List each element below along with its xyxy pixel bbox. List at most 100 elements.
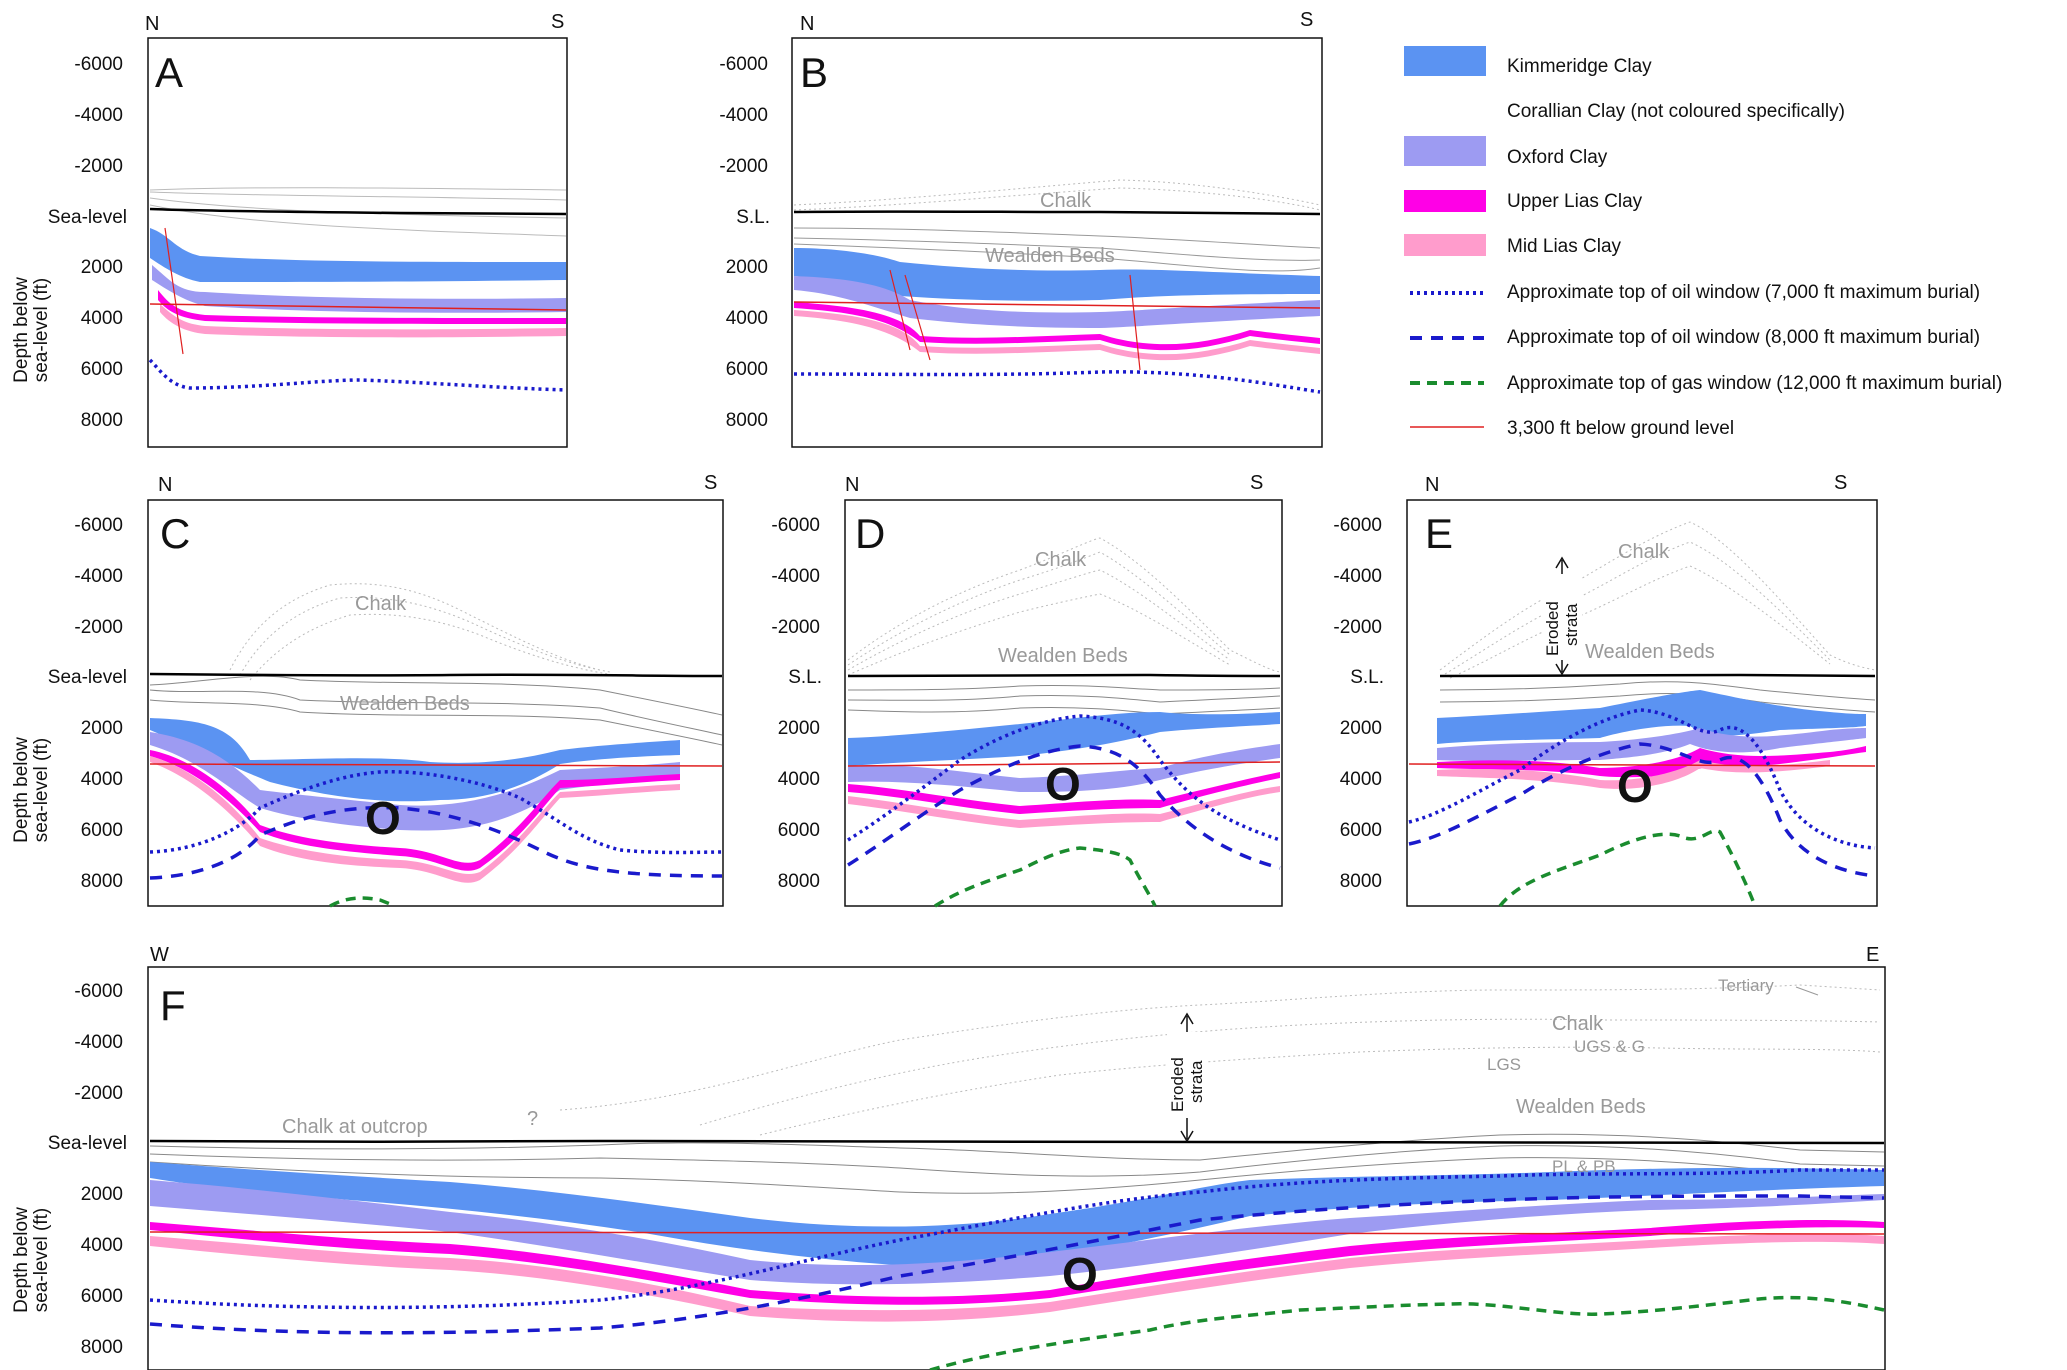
panel-c-overlying-lines xyxy=(149,675,723,746)
panel-c-tick: -6000 xyxy=(74,515,123,536)
panel-c-oil-marker: O xyxy=(365,792,401,844)
panel-a-tick: 6000 xyxy=(81,359,123,380)
panel-c-kimmeridge-clay xyxy=(150,718,680,802)
panel-b-formation-chalk: Chalk xyxy=(1040,190,1092,212)
panel-d-gas-window-12000 xyxy=(934,846,1157,908)
panel-e-label: E xyxy=(1425,510,1453,557)
legend-label-corallian: Corallian Clay (not coloured specificall… xyxy=(1507,101,1845,122)
panel-e-tick: -2000 xyxy=(1333,617,1382,638)
panel-d-tick: 6000 xyxy=(778,820,820,841)
panel-d-left-direction: N xyxy=(845,474,859,496)
panel-b-upper-lias-clay xyxy=(794,302,1320,351)
panel-c-tick: 4000 xyxy=(81,769,123,790)
panel-f-gas-window-12000 xyxy=(929,1295,1885,1370)
panel-f-formation-ugs-g: UGS & G xyxy=(1574,1037,1645,1056)
panel-c-tick: 2000 xyxy=(81,718,123,739)
panel-b: N S B -6000 -4000 -2000 S.L. 2000 4000 6… xyxy=(719,9,1323,448)
panel-e-eroded-label: strata xyxy=(1562,603,1581,646)
panel-f-sea-level-line xyxy=(149,1139,1885,1145)
panel-f-formation-pl-pb: PL & PB xyxy=(1552,1157,1616,1176)
panel-e-eroded-arrow-head-down xyxy=(1555,663,1569,676)
panel-f-formation-wealden: Wealden Beds xyxy=(1516,1096,1646,1118)
panel-c-tick: -2000 xyxy=(74,617,123,638)
panel-d-strata: Chalk Wealden Beds O xyxy=(847,537,1281,908)
panel-b-tick: 8000 xyxy=(726,410,768,431)
panel-e-3300ft-line xyxy=(1408,763,1876,767)
panel-c-sea-level-line xyxy=(149,672,723,678)
panel-a-upper-lias-clay xyxy=(158,290,566,324)
panel-a-label: A xyxy=(155,49,183,96)
panel-b-chalk-lines xyxy=(793,179,1321,211)
panel-c-left-direction: N xyxy=(158,474,172,496)
panel-e-upper-lias-clay xyxy=(1437,746,1866,778)
panel-e-left-direction: N xyxy=(1425,474,1439,496)
panel-a-tick: -4000 xyxy=(74,105,123,126)
panel-b-formation-wealden: Wealden Beds xyxy=(985,245,1115,267)
panel-e-tick: -4000 xyxy=(1333,566,1382,587)
panel-c-tick: 6000 xyxy=(81,820,123,841)
panel-e-strata: Chalk Wealden Beds Eroded strata O xyxy=(1408,521,1876,908)
panel-c-y-axis-label: sea-level (ft) xyxy=(31,738,52,843)
panel-a-tick: 8000 xyxy=(81,410,123,431)
panel-b-3300ft-line xyxy=(793,301,1321,309)
panel-f-sea-level-label: Sea-level xyxy=(48,1133,127,1154)
panel-a-strata xyxy=(148,187,567,392)
panel-b-tick: 6000 xyxy=(726,359,768,380)
panel-d-3300ft-line xyxy=(847,761,1281,767)
panel-b-sea-level-line xyxy=(793,210,1321,216)
panel-a-y-axis-label: sea-level (ft) xyxy=(31,278,52,383)
panel-e-gas-window-12000 xyxy=(1498,829,1757,908)
panel-a-oxford-clay xyxy=(152,265,566,313)
panel-f-frame xyxy=(147,966,1886,1370)
panel-a-tick: -6000 xyxy=(74,54,123,75)
panel-e-tick: 8000 xyxy=(1340,871,1382,892)
panel-d-oil-window-7000 xyxy=(847,714,1281,842)
panel-b-right-direction: S xyxy=(1300,9,1313,31)
legend-label-mid-lias: Mid Lias Clay xyxy=(1507,236,1622,257)
panel-e-oxford-clay xyxy=(1437,728,1866,761)
panel-f-formation-chalk-at-outcrop: Chalk at outcrop xyxy=(282,1116,428,1138)
panel-d-label: D xyxy=(855,510,885,557)
panel-d-oxford-clay xyxy=(848,744,1280,792)
panel-d-tick: -4000 xyxy=(771,566,820,587)
panel-f-mid-lias-clay xyxy=(150,1233,1884,1322)
legend-swatch-upper-lias xyxy=(1404,190,1486,212)
legend-label-oxford: Oxford Clay xyxy=(1507,147,1608,168)
panel-f-y-axis-label: Depth below xyxy=(11,1207,32,1313)
panel-e-eroded-arrow-head-up xyxy=(1555,556,1569,569)
panel-b-oxford-clay xyxy=(794,276,1320,328)
panel-c-mid-lias-clay xyxy=(150,756,680,883)
panel-d-oil-marker: O xyxy=(1045,758,1081,810)
panel-f-label: F xyxy=(160,982,186,1029)
panel-c-formation-chalk: Chalk xyxy=(355,593,407,615)
panel-f-chalk-lines xyxy=(559,984,1881,1136)
legend: Kimmeridge Clay Corallian Clay (not colo… xyxy=(1404,46,2002,439)
panel-a-tick: 2000 xyxy=(81,257,123,278)
panel-d-oil-window-8000 xyxy=(847,744,1281,870)
legend-label-3300ft: 3,300 ft below ground level xyxy=(1507,418,1734,439)
panel-f-strata: Chalk at outcrop ? Tertiary Chalk UGS & … xyxy=(149,976,1885,1370)
panel-e-formation-chalk: Chalk xyxy=(1618,541,1670,563)
panel-f-tick: 2000 xyxy=(81,1184,123,1205)
panel-c-label: C xyxy=(160,510,190,557)
legend-swatch-mid-lias xyxy=(1404,234,1486,256)
panel-e-tick: 2000 xyxy=(1340,718,1382,739)
panel-b-strata: Chalk Wealden Beds xyxy=(793,179,1321,394)
panel-c-tick: -4000 xyxy=(74,566,123,587)
legend-swatch-kimmeridge xyxy=(1404,46,1486,76)
panel-b-tick: -6000 xyxy=(719,54,768,75)
panel-b-left-direction: N xyxy=(800,13,814,35)
legend-label-oil-8000: Approximate top of oil window (8,000 ft … xyxy=(1507,327,1980,348)
panel-f-tick: -2000 xyxy=(74,1083,123,1104)
panel-f-3300ft-line xyxy=(149,1231,1885,1235)
panel-d-tick: 4000 xyxy=(778,769,820,790)
panel-d-formation-wealden: Wealden Beds xyxy=(998,645,1128,667)
panel-d-kimmeridge-clay xyxy=(848,712,1280,766)
panel-b-sea-level-label: S.L. xyxy=(736,207,770,228)
panel-e-right-direction: S xyxy=(1834,472,1847,494)
legend-label-gas-12000: Approximate top of gas window (12,000 ft… xyxy=(1507,373,2002,394)
panel-b-tick: 2000 xyxy=(726,257,768,278)
panel-a-frame xyxy=(147,37,568,448)
panel-e-eroded-strata-annotation: Eroded strata xyxy=(1542,556,1582,676)
legend-label-kimmeridge: Kimmeridge Clay xyxy=(1507,56,1652,77)
